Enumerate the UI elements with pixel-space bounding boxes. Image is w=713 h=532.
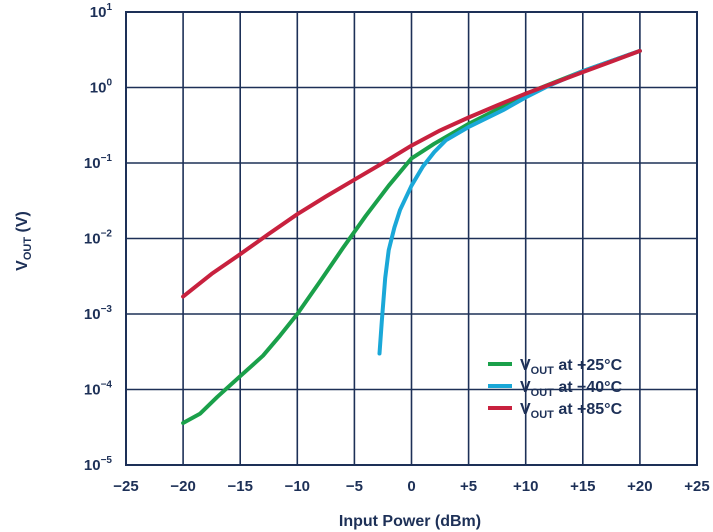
y-tick-label: 10−3	[84, 304, 113, 323]
y-tick-label: 101	[90, 2, 113, 21]
series-lines	[181, 48, 642, 425]
y-axis-title-unit: (V)	[14, 211, 31, 237]
legend-label: VOUT at +85°C	[520, 401, 623, 421]
y-axis-title: VOUT (V)	[14, 211, 34, 271]
legend-label: VOUT at −40°C	[520, 379, 623, 399]
x-axis-title: Input Power (dBm)	[339, 513, 481, 530]
series-line-2	[377, 48, 642, 356]
x-tick-label: +25	[684, 478, 709, 495]
y-tick-label: 100	[90, 78, 113, 97]
x-tick-label: 0	[407, 478, 415, 495]
series-line-1	[181, 48, 642, 425]
plot-frame	[125, 11, 698, 466]
y-tick-label: 10−1	[84, 153, 113, 172]
x-tick-label: −10	[285, 478, 310, 495]
x-tick-label: +20	[627, 478, 652, 495]
legend-label: VOUT at +25°C	[520, 357, 623, 377]
x-tick-label: −20	[170, 478, 195, 495]
y-axis-ticks: 101 100 10−1 10−2 10−3 10−4 10−5	[84, 2, 113, 474]
y-tick-label: 10−2	[84, 229, 113, 248]
x-tick-label: +5	[460, 478, 477, 495]
x-tick-label: −5	[346, 478, 363, 495]
grid	[125, 11, 698, 466]
y-tick-label: 10−4	[84, 380, 113, 399]
x-tick-label: −25	[113, 478, 138, 495]
series-line-3	[181, 48, 642, 299]
x-tick-label: +10	[513, 478, 538, 495]
y-axis-title-sub: OUT	[22, 237, 34, 261]
y-axis-title-main: V	[14, 260, 31, 271]
y-tick-label: 10−5	[84, 455, 113, 474]
x-axis-ticks: −25 −20 −15 −10 −5 0 +5 +10 +15 +20 +25	[113, 478, 709, 495]
x-tick-label: −15	[227, 478, 252, 495]
x-tick-label: +15	[570, 478, 595, 495]
